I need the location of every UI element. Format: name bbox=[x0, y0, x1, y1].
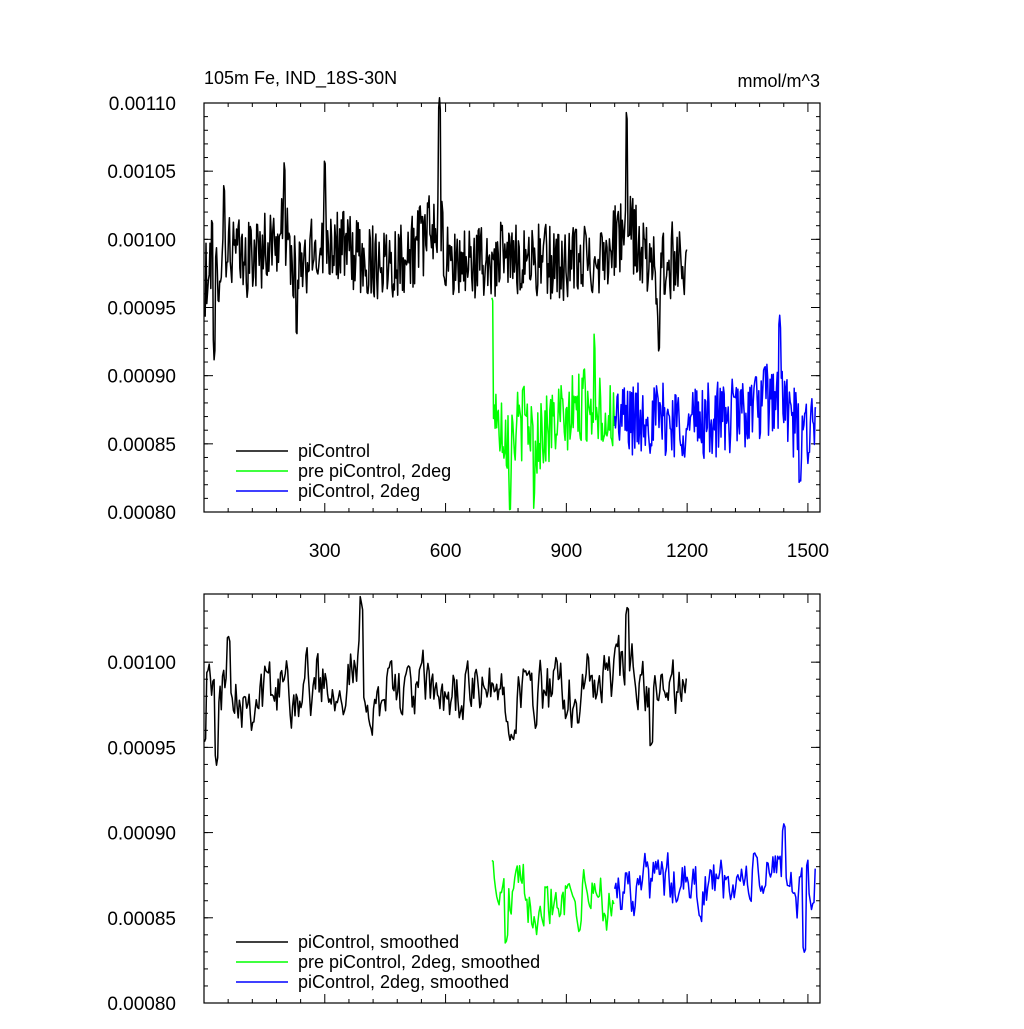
y-tick-label: 0.00090 bbox=[107, 367, 176, 388]
series-group bbox=[203, 595, 816, 953]
y-tick-label: 0.00100 bbox=[107, 653, 176, 674]
x-tick-label: 600 bbox=[430, 541, 462, 562]
x-tick-label: 1500 bbox=[787, 541, 829, 562]
series-line-0 bbox=[203, 595, 688, 766]
legend-label-pre-picontrol-2deg: pre piControl, 2deg bbox=[298, 461, 451, 481]
series-group bbox=[203, 97, 817, 511]
y-tick-label: 0.00080 bbox=[107, 503, 176, 524]
plot-frame bbox=[203, 102, 821, 513]
plot-frame bbox=[203, 593, 821, 1004]
legend-label-picontrol-2deg: piControl, 2deg bbox=[298, 481, 420, 501]
series-line-0 bbox=[203, 97, 688, 361]
x-tick-label: 900 bbox=[551, 541, 583, 562]
y-tick-label: 0.00100 bbox=[107, 230, 176, 251]
y-tick-label: 0.00095 bbox=[107, 299, 176, 320]
y-tick-label: 0.00105 bbox=[107, 162, 176, 183]
units-label: mmol/m^3 bbox=[738, 71, 820, 91]
bottom-panel: 0.00080 0.00085 0.00090 0.00095 0.00100 piCo… bbox=[107, 593, 821, 1015]
series-line-2 bbox=[613, 314, 817, 484]
legend: piControl pre piControl, 2deg piControl,… bbox=[236, 441, 451, 501]
legend-label-picontrol: piControl bbox=[298, 441, 370, 461]
legend-label-picontrol-smoothed: piControl, smoothed bbox=[298, 932, 459, 952]
series-line-1 bbox=[491, 859, 615, 944]
x-tick-label: 300 bbox=[309, 541, 341, 562]
y-tick-label: 0.00110 bbox=[109, 94, 176, 115]
y-tick-label: 0.00090 bbox=[107, 824, 176, 845]
legend-label-picontrol-2deg-smoothed: piControl, 2deg, smoothed bbox=[298, 972, 509, 992]
legend-label-pre-picontrol-2deg-smoothed: pre piControl, 2deg, smoothed bbox=[298, 952, 540, 972]
legend: piControl, smoothed pre piControl, 2deg,… bbox=[236, 932, 540, 992]
tick-group: 0.00080 0.00085 0.00090 0.00095 0.00100 bbox=[107, 593, 820, 1015]
top-panel: 105m Fe, IND_18S-30N mmol/m^3 300 600 900 1… bbox=[107, 68, 829, 562]
y-tick-label: 0.00095 bbox=[107, 738, 176, 759]
panel-title: 105m Fe, IND_18S-30N bbox=[204, 68, 397, 89]
y-tick-label: 0.00085 bbox=[107, 909, 176, 930]
x-tick-label: 1200 bbox=[666, 541, 708, 562]
series-line-2 bbox=[613, 823, 816, 953]
tick-group: 300 600 900 1200 1500 0.00080 0.00085 0.00090 0.… bbox=[107, 94, 829, 562]
y-tick-label: 0.00080 bbox=[107, 994, 176, 1015]
series-line-1 bbox=[491, 297, 616, 511]
y-tick-label: 0.00085 bbox=[107, 435, 176, 456]
